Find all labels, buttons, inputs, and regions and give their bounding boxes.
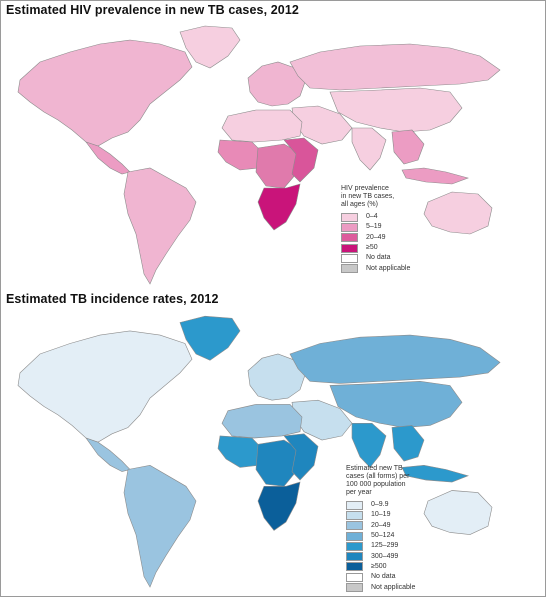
region-central-africa — [255, 143, 299, 189]
legend-title-line: HIV prevalence — [341, 185, 389, 192]
legend-item: Not applicable — [346, 582, 451, 593]
legend-swatch — [346, 552, 363, 562]
hiv-prevalence-map — [17, 25, 501, 285]
legend-label: 300–499 — [371, 552, 399, 560]
region-southern-africa — [257, 183, 301, 231]
continents-group — [17, 315, 501, 588]
legend-label: 0–4 — [366, 213, 378, 221]
legend-swatch — [341, 222, 358, 232]
tb-legend-title: Estimated new TB cases (all forms) per 100… — [346, 465, 451, 497]
legend-label: ≥50 — [366, 244, 378, 252]
legend-title-line: Estimated new TB — [346, 465, 403, 472]
legend-title-line: all ages (%) — [341, 201, 378, 208]
legend-item: 50–124 — [346, 531, 451, 541]
region-central-america — [85, 141, 131, 175]
legend-label: 50–124 — [371, 532, 395, 540]
legend-item: 0–9.9 — [346, 500, 451, 510]
legend-swatch — [341, 264, 358, 274]
region-europe — [247, 61, 306, 107]
legend-swatch — [346, 562, 363, 572]
legend-title-line: in new TB cases, — [341, 193, 395, 200]
legend-title-line: cases (all forms) per — [346, 473, 410, 480]
region-west-africa — [217, 139, 265, 171]
region-east-africa — [283, 433, 319, 481]
region-south-asia — [351, 127, 387, 171]
region-north-africa — [221, 404, 303, 439]
region-indonesia — [401, 464, 469, 483]
legend-label: 10–19 — [371, 511, 391, 519]
region-north-africa — [221, 109, 303, 143]
region-europe — [247, 353, 306, 401]
legend-swatch — [346, 541, 363, 551]
region-central-africa — [255, 439, 299, 487]
legend-swatch — [341, 233, 358, 243]
hiv-legend: HIV prevalence in new TB cases, all ages (… — [341, 185, 441, 274]
region-central-america — [85, 437, 131, 472]
legend-label: 125–299 — [371, 542, 399, 550]
region-south-america — [123, 167, 197, 285]
region-north-america — [17, 330, 193, 443]
legend-swatch — [346, 521, 363, 531]
region-se-asia — [391, 425, 425, 462]
legend-swatch — [341, 243, 358, 253]
legend-swatch — [341, 253, 358, 263]
legend-item: No data — [341, 253, 441, 263]
tb-legend-items: 0–9.9 10–19 20–49 50–124 125–299 300–499 ≥500 N… — [346, 500, 451, 593]
region-russia — [289, 334, 501, 384]
region-west-africa — [217, 435, 265, 468]
region-south-asia — [351, 422, 387, 468]
legend-swatch — [346, 510, 363, 520]
legend-item: No data — [346, 572, 451, 582]
legend-item: ≥50 — [341, 243, 441, 253]
legend-label: ≥500 — [371, 562, 387, 570]
hiv-map-title: Estimated HIV prevalence in new TB cases… — [6, 3, 299, 17]
legend-item: 5–19 — [341, 222, 441, 232]
legend-swatch — [346, 583, 363, 593]
region-se-asia — [391, 129, 425, 165]
legend-swatch — [346, 500, 363, 510]
region-southern-africa — [257, 481, 301, 531]
region-east-africa — [283, 137, 319, 183]
legend-item: 20–49 — [346, 521, 451, 531]
legend-label: No data — [366, 254, 391, 262]
legend-label: 5–19 — [366, 223, 382, 231]
legend-swatch — [346, 531, 363, 541]
hiv-legend-title: HIV prevalence in new TB cases, all ages (… — [341, 185, 441, 209]
region-north-america — [17, 39, 193, 147]
region-russia — [289, 43, 501, 91]
legend-item: 125–299 — [346, 541, 451, 551]
region-australia — [423, 490, 493, 535]
legend-item: 10–19 — [346, 510, 451, 520]
legend-title-line: per year — [346, 489, 372, 496]
tb-legend: Estimated new TB cases (all forms) per 100… — [346, 465, 451, 593]
legend-label: Not applicable — [371, 583, 416, 591]
legend-label: 20–49 — [371, 521, 391, 529]
tb-map-title: Estimated TB incidence rates, 2012 — [6, 292, 219, 306]
legend-item: 300–499 — [346, 551, 451, 562]
hiv-legend-items: 0–4 5–19 20–49 ≥50 No data Not applicable — [341, 212, 441, 274]
legend-item: ≥500 — [346, 562, 451, 572]
region-greenland — [179, 25, 241, 69]
region-south-america — [123, 464, 197, 588]
region-greenland — [179, 315, 241, 361]
tb-incidence-map — [17, 315, 501, 588]
legend-label: Not applicable — [366, 264, 411, 272]
continents-group — [17, 25, 501, 285]
legend-title-line: 100 000 population — [346, 481, 406, 488]
region-asia — [329, 87, 463, 133]
legend-label: 0–9.9 — [371, 501, 389, 509]
legend-swatch — [341, 212, 358, 222]
legend-swatch — [346, 572, 363, 582]
legend-label: No data — [371, 573, 396, 581]
legend-item: 20–49 — [341, 233, 441, 243]
legend-item: 0–4 — [341, 212, 441, 222]
legend-label: 20–49 — [366, 233, 386, 241]
region-indonesia — [401, 167, 469, 185]
legend-item: Not applicable — [341, 263, 441, 274]
region-asia — [329, 380, 463, 428]
region-australia — [423, 191, 493, 235]
